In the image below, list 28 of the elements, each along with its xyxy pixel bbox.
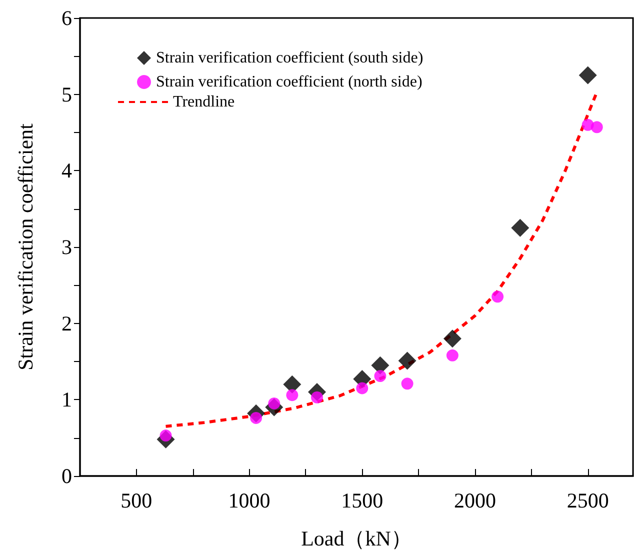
point xyxy=(590,121,603,134)
x-tick-label: 1000 xyxy=(228,488,270,512)
point xyxy=(511,218,530,237)
point xyxy=(356,382,368,394)
y-tick-label: 1 xyxy=(62,388,72,412)
x-tick-label: 2500 xyxy=(566,488,609,512)
legend-label: Trendline xyxy=(173,94,235,110)
x-tick-label: 1500 xyxy=(341,488,384,512)
x-tick-label: 500 xyxy=(120,488,152,512)
legend-label: Strain verification coefficient (south side) xyxy=(156,50,424,66)
point xyxy=(492,290,504,303)
point xyxy=(398,352,416,370)
point xyxy=(443,330,462,348)
point xyxy=(578,66,597,84)
point xyxy=(446,349,458,362)
y-axis-title: Strain verification coefficient xyxy=(14,123,38,370)
y-tick-label: 6 xyxy=(62,6,72,30)
y-tick-label: 3 xyxy=(62,235,72,259)
point xyxy=(286,389,298,402)
y-tick-label: 4 xyxy=(62,158,72,183)
point xyxy=(401,378,414,390)
legend-label: Strain verification coefficient (north side) xyxy=(156,74,422,90)
x-tick-label: 2000 xyxy=(454,488,496,512)
y-tick-label: 2 xyxy=(62,311,72,336)
y-tick-label: 5 xyxy=(62,82,72,106)
x-axis-title: Load（kN） xyxy=(301,526,412,550)
point xyxy=(374,370,386,382)
y-tick-label: 0 xyxy=(62,464,72,488)
